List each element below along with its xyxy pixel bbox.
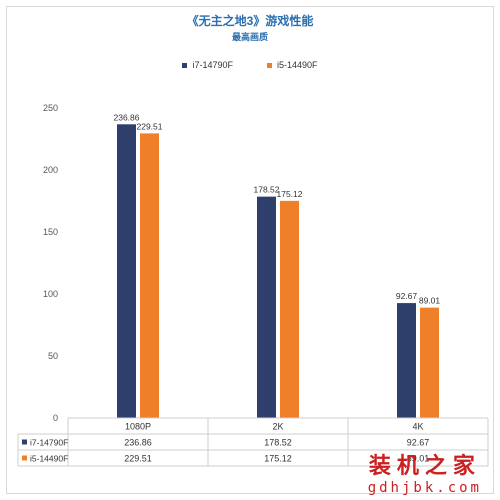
table-series-label-1: i5-14490F (30, 454, 68, 464)
table-series-label-0: i7-14790F (30, 438, 68, 448)
data-label-1-1: 175.12 (277, 189, 303, 199)
chart-subtitle: 最高画质 (231, 32, 268, 42)
watermark-url: gdhjbk.com (367, 480, 482, 496)
chart-legend: i7-14790F i5-14490F (0, 60, 500, 70)
table-swatch-0 (22, 439, 27, 445)
x-tick-label-0: 1080P (125, 422, 151, 432)
table-cell-0-1: 178.52 (264, 438, 292, 448)
legend-swatch-i5 (267, 62, 272, 68)
bar-0-1 (257, 196, 276, 418)
y-tick-label-5: 250 (43, 103, 58, 113)
chart-title: 《无主之地3》游戏性能 (186, 14, 314, 28)
bar-0-2 (397, 303, 416, 418)
legend-label-i7: i7-14790F (192, 60, 233, 70)
y-tick-label-2: 100 (43, 289, 58, 299)
table-cell-0-2: 92.67 (407, 438, 430, 448)
bar-1-0 (140, 133, 159, 418)
y-tick-label-1: 50 (48, 351, 58, 361)
chart-frame (6, 6, 494, 494)
data-label-0-1: 178.52 (254, 185, 280, 195)
table-cell-1-0: 229.51 (124, 454, 152, 464)
legend-item-i7: i7-14790F (182, 60, 233, 70)
data-label-0-0: 236.86 (114, 112, 140, 122)
legend-swatch-i7 (182, 62, 188, 68)
legend-item-i5: i5-14490F (267, 60, 318, 70)
table-swatch-1 (22, 455, 27, 461)
y-tick-label-4: 200 (43, 165, 58, 175)
data-label-1-0: 229.51 (137, 121, 163, 131)
y-tick-label-3: 150 (43, 227, 58, 237)
legend-label-i5: i5-14490F (277, 60, 318, 70)
x-tick-label-1: 2K (272, 422, 283, 432)
watermark-cn: 装机之家 (368, 453, 481, 479)
table-cell-1-2: 89.01 (407, 454, 430, 464)
table-cell-1-1: 175.12 (264, 454, 292, 464)
bar-1-1 (280, 200, 299, 418)
bar-1-2 (420, 307, 439, 418)
table-cell-0-0: 236.86 (124, 438, 152, 448)
data-label-1-2: 89.01 (419, 296, 441, 306)
data-label-0-2: 92.67 (396, 291, 418, 301)
watermark: 装机之家 gdhjbk.com (368, 448, 482, 496)
y-tick-label-0: 0 (53, 413, 58, 423)
x-tick-label-2: 4K (412, 422, 423, 432)
bar-0-0 (117, 124, 136, 418)
